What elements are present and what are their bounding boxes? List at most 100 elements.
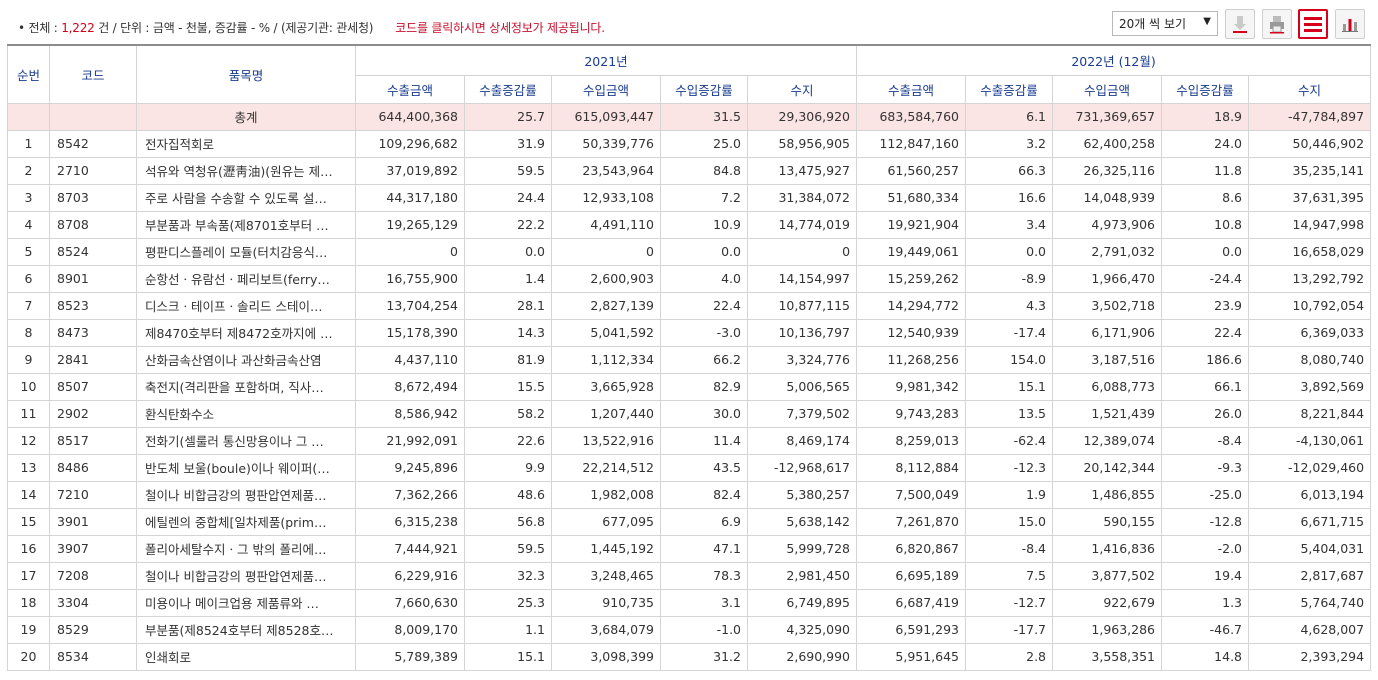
row-code-link[interactable]: 2841 bbox=[49, 345, 137, 374]
cell-2022-export-growth: -12.7 bbox=[965, 588, 1054, 617]
row-seq: 12 bbox=[7, 426, 50, 455]
header-2022-export-growth: 수출증감률 bbox=[965, 74, 1054, 104]
row-item-name: 석유와 역청유(瀝靑油)(원유는 제… bbox=[136, 156, 356, 185]
cell-2022-export-amount: 5,951,645 bbox=[856, 642, 967, 671]
cell-2022-export-growth: -8.9 bbox=[965, 264, 1054, 293]
cell-2022-export-growth: -17.4 bbox=[965, 318, 1054, 347]
cell-2021-import-growth: 22.4 bbox=[660, 291, 748, 320]
row-item-name: 순항선ㆍ유람선ㆍ페리보트(ferry… bbox=[136, 264, 356, 293]
cell-2021-export-growth: 31.9 bbox=[464, 129, 552, 158]
cell-2021-trade-balance: 14,774,019 bbox=[746, 210, 858, 239]
row-code-link[interactable]: 8529 bbox=[49, 615, 137, 644]
cell-2022-trade-balance: 16,658,029 bbox=[1248, 237, 1372, 266]
cell-2021-import-growth: 11.4 bbox=[660, 426, 748, 455]
cell-2021-export-amount: 644,400,368 bbox=[355, 102, 465, 131]
cell-2021-export-amount: 5,789,389 bbox=[355, 642, 465, 671]
row-code-link[interactable]: 8507 bbox=[49, 372, 137, 401]
cell-2021-import-growth: 43.5 bbox=[660, 453, 748, 482]
row-code-link[interactable]: 2902 bbox=[49, 399, 137, 428]
per-page-select[interactable]: 20개 씩 보기 ▼ bbox=[1112, 11, 1218, 36]
table-row: 18 3304 미용이나 메이크업용 제품류와 … 7,660,630 25.3 910,… bbox=[7, 588, 1372, 617]
per-page-value: 20개 씩 보기 bbox=[1119, 17, 1187, 31]
header-2021-trade-balance: 수지 bbox=[746, 74, 858, 104]
cell-2021-trade-balance: 4,325,090 bbox=[746, 615, 858, 644]
cell-2021-export-growth: 25.3 bbox=[464, 588, 552, 617]
cell-2021-import-amount: 4,491,110 bbox=[551, 210, 661, 239]
row-item-name: 에틸렌의 중합체[일차제품(prim… bbox=[136, 507, 356, 536]
cell-2022-trade-balance: 14,947,998 bbox=[1248, 210, 1372, 239]
row-code-link[interactable]: 8524 bbox=[49, 237, 137, 266]
row-code-link[interactable]: 8517 bbox=[49, 426, 137, 455]
print-button[interactable] bbox=[1262, 9, 1292, 39]
row-code-link[interactable]: 3907 bbox=[49, 534, 137, 563]
cell-2021-import-amount: 23,543,964 bbox=[551, 156, 661, 185]
table-row: 5 8524 평판디스플레이 모듈(터치감응식… 0 0.0 0 0.0 0 19,449,06… bbox=[7, 237, 1372, 266]
table-row: 10 8507 축전지(격리판을 포함하며, 직사… 8,672,494 15.5 3,6… bbox=[7, 372, 1372, 401]
cell-2021-trade-balance: 7,379,502 bbox=[746, 399, 858, 428]
cell-2022-export-amount: 9,743,283 bbox=[856, 399, 967, 428]
cell-2021-import-amount: 1,112,334 bbox=[551, 345, 661, 374]
row-code-link[interactable]: 8486 bbox=[49, 453, 137, 482]
cell-2021-export-amount: 7,660,630 bbox=[355, 588, 465, 617]
cell-2022-export-growth: 3.2 bbox=[965, 129, 1054, 158]
chart-view-button[interactable] bbox=[1335, 9, 1365, 39]
row-seq: 2 bbox=[7, 156, 50, 185]
cell-2021-import-growth: 6.9 bbox=[660, 507, 748, 536]
row-item-name: 산화금속산염이나 과산화금속산염 bbox=[136, 345, 356, 374]
cell-2022-import-growth: 18.9 bbox=[1161, 102, 1250, 131]
cell-2022-export-growth: 0.0 bbox=[965, 237, 1054, 266]
cell-2022-trade-balance: 6,369,033 bbox=[1248, 318, 1372, 347]
cell-2022-export-growth: 4.3 bbox=[965, 291, 1054, 320]
print-icon bbox=[1270, 16, 1284, 34]
cell-2022-trade-balance: 50,446,902 bbox=[1248, 129, 1372, 158]
cell-2021-trade-balance: 14,154,997 bbox=[746, 264, 858, 293]
row-item-name: 부분품과 부속품(제8701호부터 … bbox=[136, 210, 356, 239]
cell-2022-import-amount: 3,187,516 bbox=[1052, 345, 1163, 374]
cell-2021-export-growth: 9.9 bbox=[464, 453, 552, 482]
cell-2022-import-amount: 1,486,855 bbox=[1052, 480, 1163, 509]
cell-2022-export-growth: -62.4 bbox=[965, 426, 1054, 455]
cell-2021-import-amount: 2,827,139 bbox=[551, 291, 661, 320]
cell-2021-import-amount: 615,093,447 bbox=[551, 102, 661, 131]
row-code-link[interactable]: 8703 bbox=[49, 183, 137, 212]
row-code-link[interactable]: 8534 bbox=[49, 642, 137, 671]
top-bar: • 전체 : 1,222 건 / 단위 : 금액 - 천불, 증감률 - % /… bbox=[0, 0, 1378, 44]
row-code-link[interactable]: 2710 bbox=[49, 156, 137, 185]
row-item-name: 전화기(셀룰러 통신망용이나 그 … bbox=[136, 426, 356, 455]
row-code-link[interactable]: 3304 bbox=[49, 588, 137, 617]
cell-2022-import-growth: 26.0 bbox=[1161, 399, 1250, 428]
cell-2021-import-amount: 3,684,079 bbox=[551, 615, 661, 644]
row-code-link[interactable]: 8708 bbox=[49, 210, 137, 239]
cell-2022-export-amount: 9,981,342 bbox=[856, 372, 967, 401]
row-code-link[interactable]: 7208 bbox=[49, 561, 137, 590]
cell-2022-trade-balance: 2,393,294 bbox=[1248, 642, 1372, 671]
row-code-link[interactable]: 8473 bbox=[49, 318, 137, 347]
cell-2022-export-amount: 19,921,904 bbox=[856, 210, 967, 239]
row-code-link[interactable]: 3901 bbox=[49, 507, 137, 536]
cell-2021-export-growth: 14.3 bbox=[464, 318, 552, 347]
table-row: 3 8703 주로 사람을 수송할 수 있도록 설… 44,317,180 24.4 12… bbox=[7, 183, 1372, 212]
cell-2021-import-growth: 84.8 bbox=[660, 156, 748, 185]
cell-2022-import-growth: -8.4 bbox=[1161, 426, 1250, 455]
row-code-link[interactable]: 8523 bbox=[49, 291, 137, 320]
cell-2022-import-amount: 731,369,657 bbox=[1052, 102, 1163, 131]
header-group-2021: 2021년 bbox=[354, 44, 858, 76]
cell-2022-import-growth: -24.4 bbox=[1161, 264, 1250, 293]
table-view-button[interactable] bbox=[1298, 9, 1328, 39]
cell-2021-export-growth: 1.1 bbox=[464, 615, 552, 644]
cell-2022-import-amount: 26,325,116 bbox=[1052, 156, 1163, 185]
row-seq: 10 bbox=[7, 372, 50, 401]
row-seq: 3 bbox=[7, 183, 50, 212]
row-code-link[interactable]: 8901 bbox=[49, 264, 137, 293]
excel-download-button[interactable] bbox=[1225, 9, 1255, 39]
row-code-link[interactable]: 7210 bbox=[49, 480, 137, 509]
cell-2022-export-growth: -12.3 bbox=[965, 453, 1054, 482]
cell-2021-trade-balance: 31,384,072 bbox=[746, 183, 858, 212]
cell-2022-trade-balance: -47,784,897 bbox=[1248, 102, 1372, 131]
row-code-link[interactable]: 8542 bbox=[49, 129, 137, 158]
cell-2022-import-growth: 19.4 bbox=[1161, 561, 1250, 590]
row-seq: 20 bbox=[7, 642, 50, 671]
cell-2021-export-growth: 0.0 bbox=[464, 237, 552, 266]
table-row: 16 3907 폴리아세탈수지ㆍ그 밖의 폴리에… 7,444,921 59.5 1,44… bbox=[7, 534, 1372, 563]
cell-2022-import-amount: 1,521,439 bbox=[1052, 399, 1163, 428]
